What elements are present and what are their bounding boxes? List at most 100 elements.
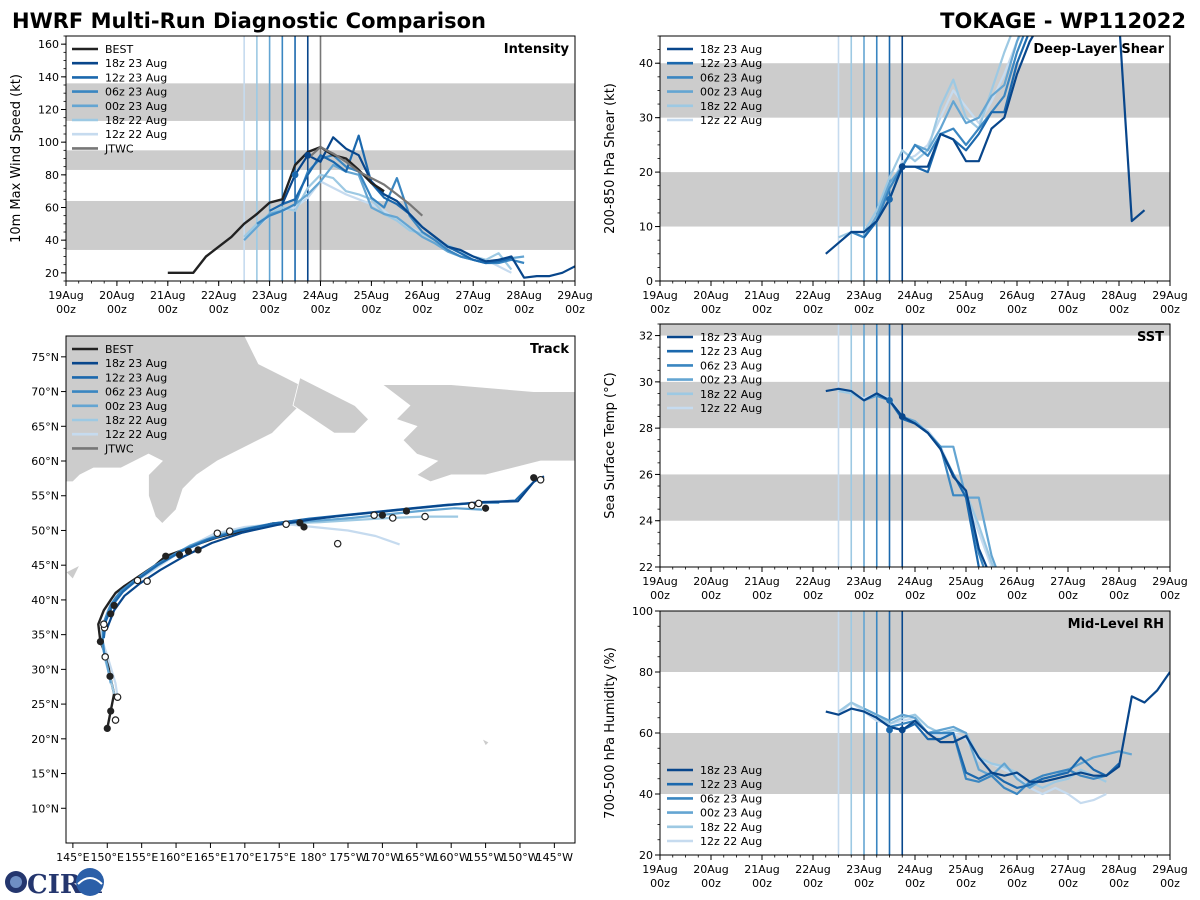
intensity-marker-12z-23-aug: [291, 171, 299, 179]
track-xtick-label: 155°E: [125, 851, 158, 864]
sst-xtick-label-hour: 00z: [701, 589, 721, 602]
track-forecast-point: [113, 693, 122, 701]
rh-xtick-label: 28Aug: [1101, 863, 1136, 876]
sst-xtick-label-hour: 00z: [1160, 589, 1180, 602]
intensity-xtick-label: 20Aug: [99, 289, 134, 302]
sst-ytick-label: 26: [639, 468, 653, 481]
sst-xtick-label: 19Aug: [642, 575, 677, 588]
rh-xtick-label-hour: 00z: [1007, 877, 1027, 890]
track-legend-label: 18z 23 Aug: [105, 357, 167, 370]
track-forecast-point: [100, 620, 108, 629]
track-ytick-label: 70°N: [31, 386, 59, 399]
track-xtick-label: 170°W: [364, 851, 401, 864]
intensity-ytick-label: 100: [38, 136, 59, 149]
sst-xtick-label: 26Aug: [999, 575, 1034, 588]
track-best-point: [184, 547, 193, 555]
sst-legend-label: 18z 23 Aug: [700, 331, 762, 344]
rh-xtick-label: 22Aug: [795, 863, 830, 876]
rh-marker-12z-23-aug: [886, 726, 893, 734]
sst-marker-12z-23-aug: [886, 396, 893, 404]
sst-xtick-label: 24Aug: [897, 575, 932, 588]
intensity-xtick-label: 25Aug: [354, 289, 389, 302]
track-best-point: [175, 551, 184, 559]
rh-ytick-label: 80: [639, 666, 653, 679]
track-best-point: [103, 724, 111, 733]
logo-seal-icon: [76, 868, 104, 896]
intensity-xtick-label: 22Aug: [201, 289, 236, 302]
rh-legend-label: 18z 22 Aug: [700, 821, 762, 834]
rh-plot-area: [660, 611, 1170, 855]
track-xtick-label: 180°: [300, 851, 327, 864]
track-ytick-label: 55°N: [31, 490, 59, 503]
track-best-point: [378, 511, 387, 519]
rh-xtick-label: 27Aug: [1050, 863, 1085, 876]
shear-legend-label: 00z 23 Aug: [700, 86, 762, 99]
intensity-xtick-label-hour: 00z: [412, 303, 432, 316]
shear-xtick-label: 27Aug: [1050, 289, 1085, 302]
track-ytick-label: 60°N: [31, 455, 59, 468]
intensity-series-18z-23-aug: [281, 136, 575, 279]
sst-xtick-label: 25Aug: [948, 575, 983, 588]
shear-xtick-label: 28Aug: [1101, 289, 1136, 302]
track-panel: 10°N 15°N 20°N 25°N 30°N 35°N 40°N 45°N 50°N 55°N…: [31, 335, 576, 864]
track-ytick-label: 40°N: [31, 594, 59, 607]
shear-marker-12z-23-aug: [886, 195, 893, 203]
rh-xtick-label: 24Aug: [897, 863, 932, 876]
shear-xtick-label-hour: 00z: [1109, 303, 1129, 316]
track-xtick-label: 145°E: [56, 851, 89, 864]
track-best-point: [107, 610, 115, 618]
track-xtick-label: 170°E: [228, 851, 261, 864]
track-xtick-label: 145°W: [536, 851, 573, 864]
sst-xtick-label: 20Aug: [693, 575, 728, 588]
intensity-series-jtwc: [307, 146, 424, 217]
intensity-xtick-label: 21Aug: [150, 289, 185, 302]
intensity-legend-label: 00z 23 Aug: [105, 100, 167, 113]
rh-band-0: [660, 733, 1170, 794]
shear-legend-label: 18z 22 Aug: [700, 100, 762, 113]
intensity-xtick-label-hour: 00z: [209, 303, 229, 316]
shear-xtick-label-hour: 00z: [905, 303, 925, 316]
intensity-ytick-label: 40: [45, 234, 59, 247]
shear-xtick-label-hour: 00z: [956, 303, 976, 316]
track-frame: [65, 335, 576, 844]
sst-xtick-label-hour: 00z: [752, 589, 772, 602]
rh-legend-label: 12z 23 Aug: [700, 778, 762, 791]
rh-legend-label: 06z 23 Aug: [700, 792, 762, 805]
sst-series-18z-23-aug: [825, 387, 988, 567]
intensity-series-best: [167, 145, 385, 274]
intensity-ytick-label: 120: [38, 104, 59, 117]
track-ytick-label: 75°N: [31, 351, 59, 364]
sst-ytick-label: 28: [639, 422, 653, 435]
intensity-xtick-label: 23Aug: [252, 289, 287, 302]
logo-globe-inner: [10, 876, 22, 888]
intensity-xtick-label-hour: 00z: [514, 303, 534, 316]
shear-legend-label: 18z 23 Aug: [700, 43, 762, 56]
land-mass-2: [381, 384, 575, 483]
intensity-xtick-label-hour: 00z: [463, 303, 483, 316]
shear-series-18z-22-aug: [838, 36, 1012, 239]
track-xtick-label: 175°E: [263, 851, 296, 864]
track-xtick-label: 160°E: [159, 851, 192, 864]
rh-xtick-label: 26Aug: [999, 863, 1034, 876]
track-ytick-label: 30°N: [31, 663, 59, 676]
intensity-xtick-label-hour: 00z: [362, 303, 382, 316]
shear-xtick-label: 29Aug: [1152, 289, 1187, 302]
shear-xtick-label: 24Aug: [897, 289, 932, 302]
shear-legend-label: 12z 22 Aug: [700, 114, 762, 127]
sst-xtick-label: 28Aug: [1101, 575, 1136, 588]
track-best-point: [194, 546, 202, 554]
intensity-ytick-label: 160: [38, 38, 59, 51]
track-best-point: [300, 523, 308, 531]
sst-legend-label: 12z 22 Aug: [700, 402, 762, 415]
intensity-plot-area: [66, 36, 575, 281]
track-ytick-label: 50°N: [31, 524, 59, 537]
track-legend-label: 06z 23 Aug: [105, 386, 167, 399]
track-xtick-label: 150°E: [91, 851, 124, 864]
rh-ylabel: 700-500 hPa Humidity (%): [603, 647, 618, 819]
shear-xtick-label-hour: 00z: [1058, 303, 1078, 316]
track-forecast-point: [468, 501, 476, 510]
shear-xtick-label-hour: 00z: [1160, 303, 1180, 316]
